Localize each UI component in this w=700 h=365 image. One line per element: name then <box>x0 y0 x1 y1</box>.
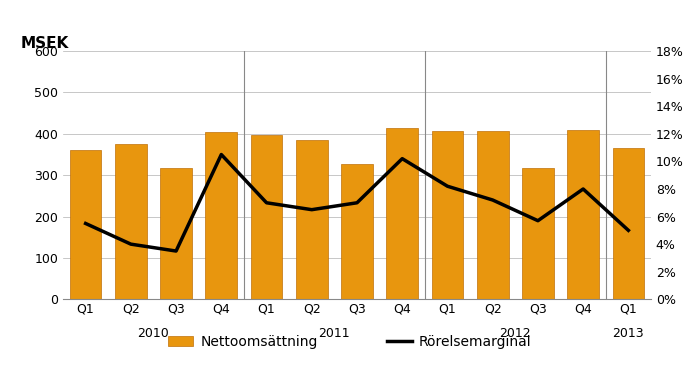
Text: 2010: 2010 <box>138 327 169 341</box>
Bar <box>70 150 101 299</box>
Bar <box>115 144 147 299</box>
Bar <box>251 135 282 299</box>
Bar <box>386 128 418 299</box>
Text: 2012: 2012 <box>500 327 531 341</box>
Bar <box>522 168 554 299</box>
Text: 2013: 2013 <box>612 327 644 341</box>
Bar <box>296 140 328 299</box>
Bar <box>160 168 192 299</box>
Bar <box>206 132 237 299</box>
Legend: Nettoomsättning, Rörelsemarginal: Nettoomsättning, Rörelsemarginal <box>163 329 537 354</box>
Bar <box>432 131 463 299</box>
Text: 2011: 2011 <box>318 327 350 341</box>
Bar <box>612 148 644 299</box>
Bar <box>341 164 373 299</box>
Bar <box>477 131 508 299</box>
Bar <box>567 130 599 299</box>
Text: MSEK: MSEK <box>21 36 69 51</box>
